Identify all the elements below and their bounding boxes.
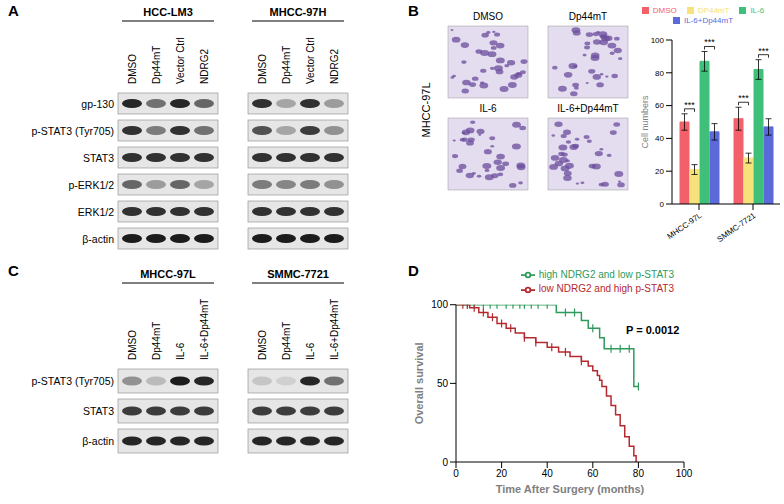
svg-text:Vector Ctrl: Vector Ctrl bbox=[175, 37, 186, 84]
svg-text:40: 40 bbox=[655, 134, 664, 143]
svg-text:DMSO: DMSO bbox=[257, 330, 268, 360]
html-text:DP44mT: DP44mT bbox=[697, 6, 730, 15]
html-text:DMSO: DMSO bbox=[652, 6, 677, 15]
html-text:high NDRG2 and low p-STAT3: high NDRG2 and low p-STAT3 bbox=[538, 269, 674, 280]
html-text:B: B bbox=[408, 2, 419, 19]
svg-text:Dp44mT: Dp44mT bbox=[151, 322, 162, 360]
svg-text:100: 100 bbox=[676, 468, 693, 479]
svg-text:Vector Ctrl: Vector Ctrl bbox=[305, 37, 316, 84]
svg-text:MHCC-97H: MHCC-97H bbox=[270, 6, 327, 18]
html-text:low NDRG2 and high p-STAT3: low NDRG2 and high p-STAT3 bbox=[538, 283, 674, 295]
svg-text:Dp44mT: Dp44mT bbox=[281, 46, 292, 84]
svg-text:DMSO: DMSO bbox=[473, 11, 503, 22]
svg-text:IL-6+Dp44mT: IL-6+Dp44mT bbox=[329, 299, 340, 360]
svg-text:100: 100 bbox=[431, 299, 448, 310]
svg-text:20: 20 bbox=[496, 468, 508, 479]
svg-text:β-actin: β-actin bbox=[82, 435, 114, 447]
svg-text:STAT3: STAT3 bbox=[83, 405, 114, 417]
svg-text:Cell numbers: Cell numbers bbox=[640, 95, 650, 149]
svg-text:DMSO: DMSO bbox=[127, 330, 138, 360]
svg-text:STAT3: STAT3 bbox=[83, 152, 114, 164]
svg-text:ERK1/2: ERK1/2 bbox=[78, 206, 114, 218]
svg-text:***: *** bbox=[758, 46, 769, 56]
svg-text:80: 80 bbox=[633, 468, 645, 479]
svg-text:DMSO: DMSO bbox=[257, 54, 268, 84]
svg-text:Time After Surgery (months): Time After Surgery (months) bbox=[496, 483, 645, 495]
html-text:A: A bbox=[8, 2, 19, 19]
svg-text:80: 80 bbox=[655, 69, 664, 78]
svg-text:MHCC-97L: MHCC-97L bbox=[420, 82, 432, 137]
svg-text:gp-130: gp-130 bbox=[81, 98, 114, 110]
svg-text:0: 0 bbox=[453, 468, 459, 479]
svg-text:NDRG2: NDRG2 bbox=[329, 49, 340, 84]
svg-text:DMSO: DMSO bbox=[127, 54, 138, 84]
svg-text:20: 20 bbox=[655, 167, 664, 176]
svg-text:p-STAT3 (Tyr705): p-STAT3 (Tyr705) bbox=[32, 375, 114, 387]
svg-text:HCC-LM3: HCC-LM3 bbox=[143, 6, 193, 18]
svg-text:60: 60 bbox=[587, 468, 599, 479]
svg-text:40: 40 bbox=[542, 468, 554, 479]
svg-text:50: 50 bbox=[437, 378, 449, 389]
svg-text:0: 0 bbox=[660, 200, 665, 209]
svg-text:MHCC-97L: MHCC-97L bbox=[140, 268, 196, 280]
svg-text:60: 60 bbox=[655, 101, 664, 110]
svg-text:Dp44mT: Dp44mT bbox=[569, 11, 607, 22]
svg-text:NDRG2: NDRG2 bbox=[199, 49, 210, 84]
svg-text:MHCC-97L: MHCC-97L bbox=[665, 211, 703, 242]
svg-text:***: *** bbox=[704, 37, 715, 47]
svg-text:IL-6+Dp44mT: IL-6+Dp44mT bbox=[199, 299, 210, 360]
svg-text:***: *** bbox=[738, 93, 749, 103]
html-text:P = 0.0012: P = 0.0012 bbox=[626, 324, 680, 336]
svg-text:β-actin: β-actin bbox=[82, 233, 114, 245]
html-text:IL-6: IL-6 bbox=[750, 6, 765, 15]
svg-text:p-STAT3 (Tyr705): p-STAT3 (Tyr705) bbox=[32, 125, 114, 137]
svg-text:100: 100 bbox=[651, 36, 665, 45]
svg-text:IL-6+Dp44mT: IL-6+Dp44mT bbox=[557, 103, 618, 114]
svg-text:Dp44mT: Dp44mT bbox=[281, 322, 292, 360]
html-text:IL-6+Dp44mT: IL-6+Dp44mT bbox=[683, 16, 734, 25]
svg-text:p-ERK1/2: p-ERK1/2 bbox=[68, 179, 114, 191]
svg-text:Overall survival: Overall survival bbox=[413, 342, 425, 424]
svg-text:IL-6: IL-6 bbox=[305, 342, 316, 360]
html-text:C: C bbox=[8, 262, 19, 279]
svg-text:IL-6: IL-6 bbox=[175, 342, 186, 360]
svg-text:Dp44mT: Dp44mT bbox=[151, 46, 162, 84]
svg-text:IL-6: IL-6 bbox=[479, 103, 497, 114]
svg-text:SMMC-7721: SMMC-7721 bbox=[715, 211, 757, 244]
html-text:D: D bbox=[408, 262, 419, 279]
svg-text:***: *** bbox=[684, 100, 695, 110]
svg-text:SMMC-7721: SMMC-7721 bbox=[267, 268, 329, 280]
svg-text:0: 0 bbox=[442, 457, 448, 468]
